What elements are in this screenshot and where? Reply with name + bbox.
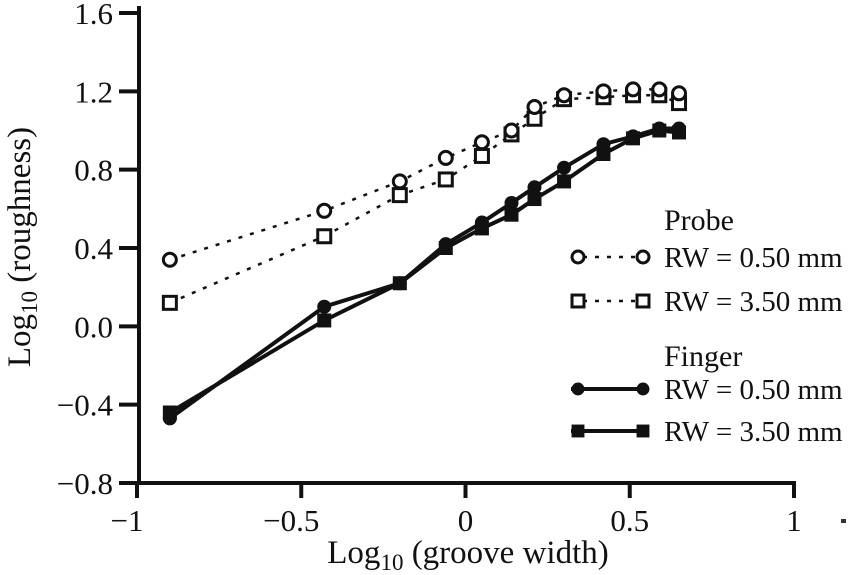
point-filled-circle-marker: [392, 276, 407, 291]
y-tick-label: −0.8: [57, 466, 113, 501]
x-tick-label: 1: [786, 503, 802, 538]
x-tick-label: 0: [458, 503, 474, 538]
legend-item: RW = 3.50 mm: [571, 416, 843, 448]
point-open-circle-marker: [556, 87, 573, 104]
legend-filled-square-marker: [571, 424, 585, 438]
point-open-circle-marker: [473, 134, 490, 151]
legend-filled-square-marker: [636, 424, 650, 438]
point-filled-circle-marker: [557, 160, 572, 175]
point-open-square-marker: [473, 147, 490, 164]
point-filled-circle-marker: [438, 237, 453, 252]
point-open-circle-marker: [161, 251, 178, 268]
point-open-circle-marker: [437, 149, 454, 166]
legend-heading: Finger: [664, 340, 742, 373]
y-tick-label: 0.8: [74, 153, 113, 188]
point-filled-circle-marker: [162, 411, 177, 426]
legend-item-label: RW = 0.50 mm: [664, 242, 843, 274]
series-line: [168, 126, 680, 420]
legend-open-circle-marker: [570, 249, 586, 265]
point-filled-square-marker: [527, 192, 542, 207]
point-open-circle-marker: [595, 83, 612, 100]
series-finger-rw-0-50-mm: [162, 121, 687, 426]
x-axis-title: Log10 (groove width): [327, 535, 608, 575]
series-finger-rw-3-50-mm: [162, 123, 687, 420]
point-open-circle-marker: [391, 173, 408, 190]
point-filled-circle-marker: [317, 299, 332, 314]
point-filled-square-marker: [557, 174, 572, 189]
axes: 1.6 1.2 0.8 0.4 0.0 −0.4 −0.8−1 −0.5 0 0.5 1: [57, 0, 802, 538]
cropped-glyph-artifact: [841, 519, 846, 523]
point-filled-circle-marker: [672, 121, 687, 136]
x-tick-label: −1: [111, 503, 144, 538]
point-open-square-marker: [391, 187, 408, 204]
legend-item: RW = 0.50 mm: [571, 374, 843, 406]
series-line: [169, 94, 680, 304]
legend-item-label: RW = 0.50 mm: [664, 374, 843, 406]
x-tick-label: 0.5: [610, 503, 649, 538]
point-open-square-marker: [161, 294, 178, 311]
legend-item-label: RW = 3.50 mm: [664, 286, 843, 318]
point-filled-circle-marker: [626, 129, 641, 144]
legend-item: RW = 3.50 mm: [570, 286, 843, 318]
y-tick-label: 0.0: [74, 309, 113, 344]
series-line: [168, 128, 680, 415]
y-tick-label: −0.4: [57, 388, 114, 423]
legend-open-square-marker: [570, 293, 586, 309]
point-filled-square-marker: [596, 147, 611, 161]
y-tick-label: 1.2: [74, 74, 113, 109]
legend-item: RW = 0.50 mm: [570, 242, 843, 274]
series-probe-rw-3-50-mm: [161, 87, 688, 311]
legend-heading: Probe: [664, 204, 734, 237]
point-filled-circle-marker: [652, 121, 667, 136]
point-open-circle-marker: [671, 85, 688, 102]
point-filled-square-marker: [504, 207, 519, 222]
point-filled-circle-marker: [504, 195, 519, 210]
point-filled-square-marker: [317, 313, 332, 328]
series-line: [169, 88, 680, 261]
legend-open-square-marker: [635, 293, 651, 309]
legend-open-circle-marker: [635, 249, 651, 265]
y-tick-label: 1.6: [74, 0, 113, 31]
legend-filled-circle-marker: [636, 382, 650, 396]
point-open-circle-marker: [526, 99, 543, 115]
y-axis-title: Log10 (roughness): [2, 127, 42, 367]
legend-item-label: RW = 3.50 mm: [664, 416, 843, 448]
point-filled-circle-marker: [596, 137, 611, 152]
point-open-square-marker: [316, 228, 333, 245]
y-tick-label: 0.4: [74, 231, 113, 266]
point-open-circle-marker: [651, 81, 668, 98]
point-open-square-marker: [437, 171, 454, 188]
point-open-circle-marker: [625, 81, 642, 98]
point-filled-circle-marker: [474, 215, 489, 230]
point-open-circle-marker: [316, 202, 333, 219]
point-filled-circle-marker: [527, 180, 542, 195]
series-probe-rw-0-50-mm: [161, 81, 688, 268]
x-tick-label: −0.5: [263, 503, 319, 538]
legend-filled-circle-marker: [571, 382, 585, 396]
point-open-circle-marker: [503, 122, 520, 139]
